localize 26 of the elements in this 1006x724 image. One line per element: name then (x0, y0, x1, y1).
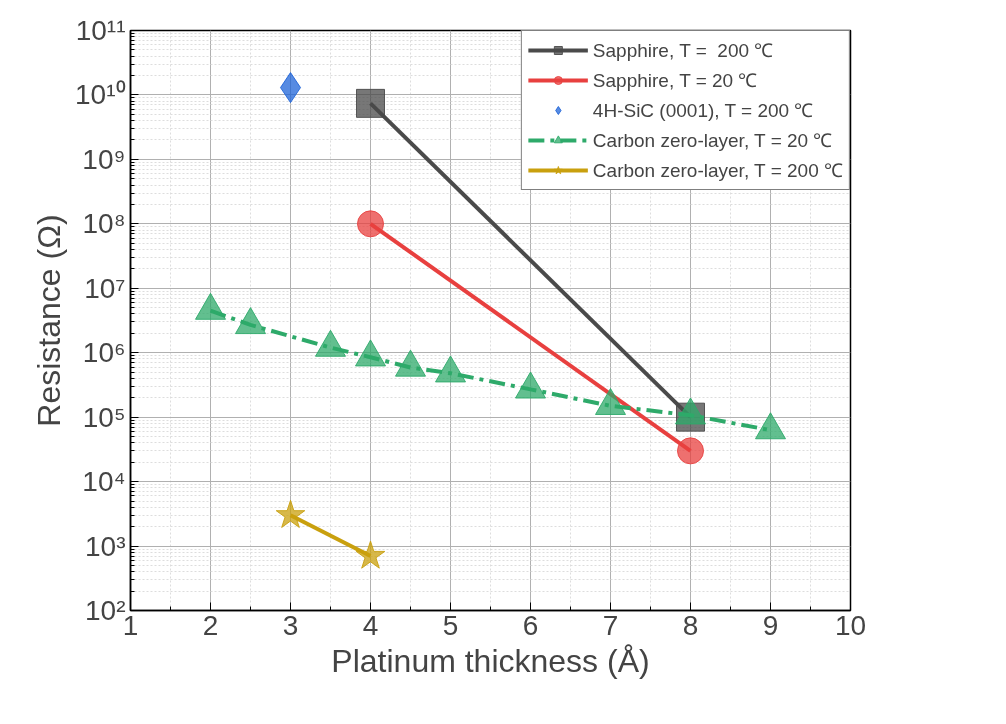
legend-label: 4H-SiC (0001), T = 200 ℃ (592, 99, 814, 123)
legend-label: Carbon zero-layer, T = 200 ℃ (592, 159, 843, 183)
x-tick-label: 3 (282, 609, 299, 641)
x-tick-label: 7 (602, 609, 619, 641)
y-tick-label: 10¹¹ (75, 15, 126, 46)
y-tick-label: 10¹⁰ (75, 79, 126, 111)
y-tick-label: 10² (85, 595, 126, 626)
y-tick-label: 10⁶ (82, 337, 126, 369)
y-tick-label: 10⁵ (82, 401, 126, 433)
y-tick-label: 10⁹ (82, 143, 126, 175)
y-tick-label: 10⁴ (82, 466, 126, 498)
y-tick-label: 10³ (85, 530, 126, 562)
x-tick-label: 6 (522, 609, 539, 641)
y-axis-title: Resistance (Ω) (31, 214, 68, 427)
legend-label: Carbon zero-layer, T = 20 ℃ (592, 129, 833, 153)
x-tick-label: 4 (362, 609, 379, 641)
x-tick-label: 2 (202, 609, 219, 641)
x-tick-label: 5 (442, 609, 459, 641)
x-tick-label: 8 (682, 609, 699, 641)
x-axis-title: Platinum thickness (Å) (331, 642, 650, 679)
y-tick-label: 10⁸ (82, 208, 126, 240)
x-tick-label: 9 (762, 609, 779, 641)
y-tick-label: 10⁷ (84, 272, 126, 304)
legend-label: Sapphire, T = 200 ℃ (592, 39, 774, 63)
legend-label: Sapphire, T = 20 ℃ (592, 69, 758, 93)
x-tick-label: 10 (834, 609, 867, 641)
